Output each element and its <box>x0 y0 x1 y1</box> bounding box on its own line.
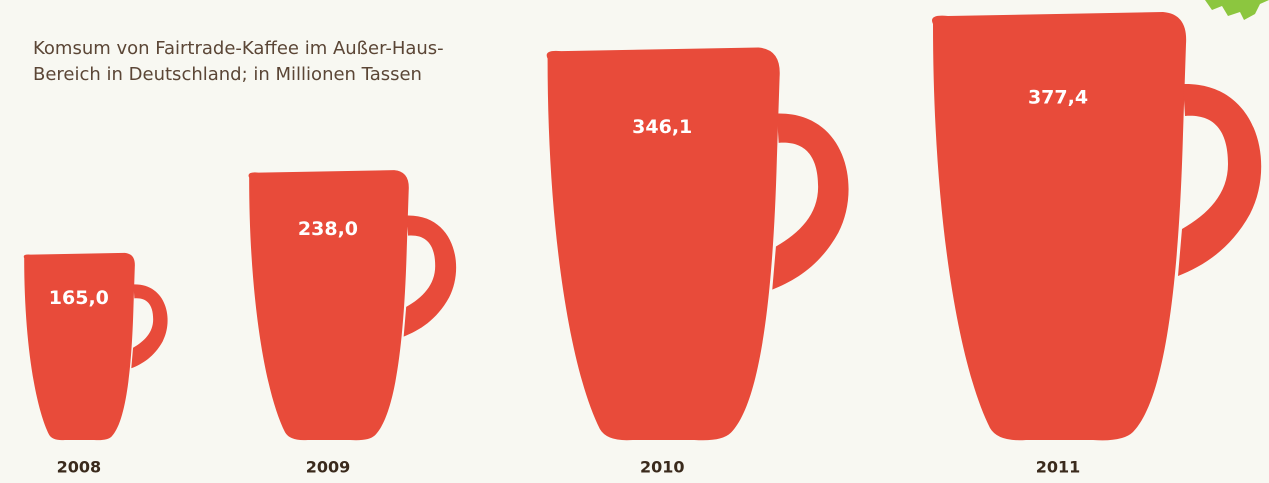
mug <box>248 170 457 441</box>
mug-handle <box>131 284 168 369</box>
mug <box>23 252 168 441</box>
mug-body <box>932 12 1187 441</box>
mug-handle <box>403 215 457 337</box>
mug-body <box>546 47 780 441</box>
mug-body <box>248 170 409 441</box>
x-tick-label: 2011 <box>1036 458 1081 477</box>
value-label: 165,0 <box>49 287 109 309</box>
value-label: 346,1 <box>632 116 692 138</box>
subtitle: Komsum von Fairtrade-Kaffee im Außer-Hau… <box>33 38 444 59</box>
mug <box>932 12 1262 441</box>
mug-handle <box>772 113 849 290</box>
mug-handle <box>1178 83 1262 277</box>
value-label: 238,0 <box>298 218 358 240</box>
x-tick-label: 2008 <box>57 458 102 477</box>
mug-body <box>23 252 135 441</box>
value-label: 377,4 <box>1028 87 1088 109</box>
decoration-star <box>1205 0 1269 20</box>
x-tick-label: 2009 <box>306 458 351 477</box>
subtitle: Bereich in Deutschland; in Millionen Tas… <box>33 64 422 85</box>
mug <box>546 47 849 441</box>
x-tick-label: 2010 <box>640 458 685 477</box>
